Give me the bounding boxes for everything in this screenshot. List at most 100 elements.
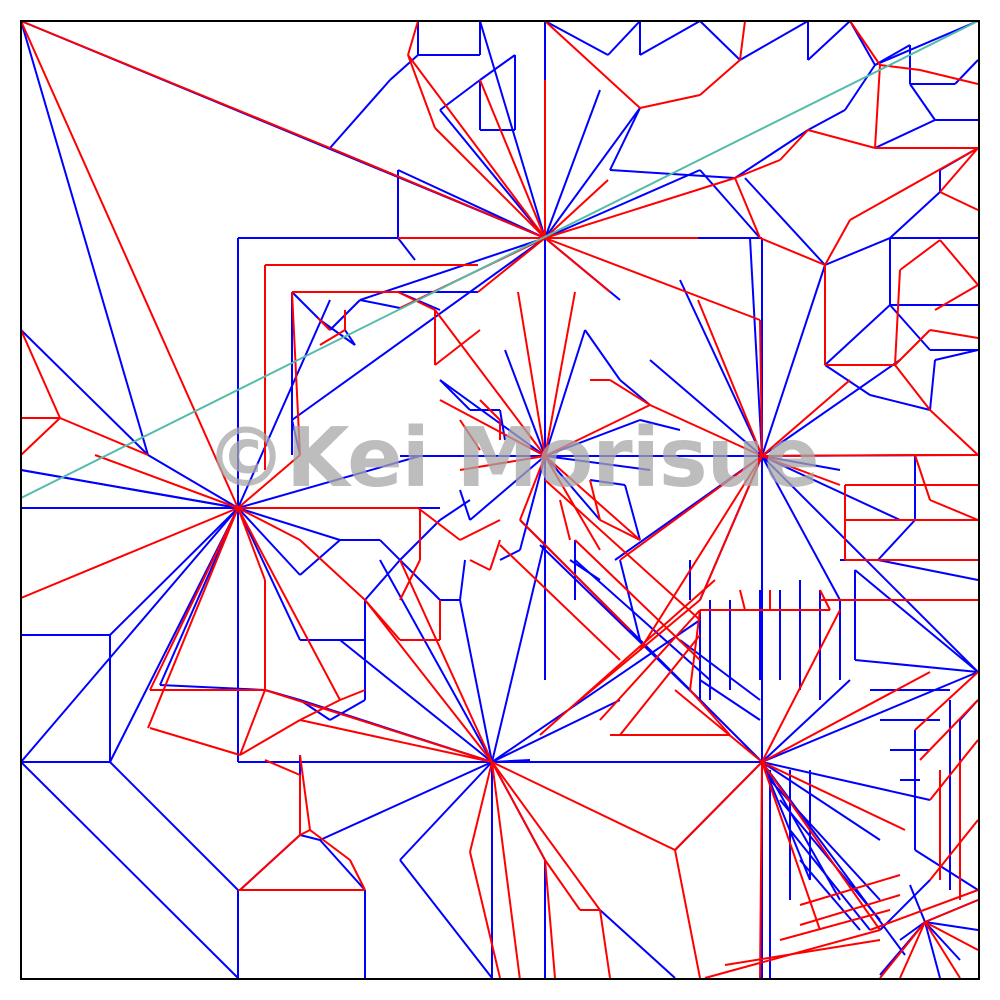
mountain-crease-line	[939, 239, 979, 286]
valley-crease-line	[359, 299, 401, 309]
mountain-crease-line	[149, 727, 241, 756]
mountain-crease-line	[759, 237, 826, 266]
mountain-crease-line	[574, 539, 701, 661]
mountain-crease-line	[929, 819, 979, 881]
valley-crease-line	[607, 20, 641, 56]
mountain-crease-line	[407, 54, 546, 239]
valley-crease-line	[379, 559, 493, 763]
mountain-crease-line	[291, 291, 301, 456]
valley-crease-line	[609, 107, 641, 171]
valley-crease-line	[889, 304, 931, 351]
mountain-crease-line	[299, 699, 341, 721]
valley-crease-line	[504, 349, 546, 457]
valley-crease-line	[237, 507, 341, 541]
mountain-crease-line	[939, 191, 979, 211]
mountain-creases	[20, 20, 979, 981]
valley-crease-line	[544, 169, 701, 239]
mountain-crease-line	[20, 20, 239, 509]
valley-crease-line	[319, 839, 366, 891]
mountain-crease-line	[697, 299, 763, 457]
valley-crease-line	[934, 349, 979, 361]
mountain-crease-line	[544, 404, 651, 457]
mountain-crease-line	[689, 689, 731, 736]
valley-crease-line	[624, 484, 641, 541]
valley-crease-line	[491, 539, 546, 763]
mountain-crease-line	[579, 599, 701, 701]
mountain-crease-line	[299, 829, 311, 836]
mountain-crease-line	[761, 454, 916, 457]
mountain-crease-line	[939, 147, 979, 193]
mountain-crease-line	[264, 759, 301, 776]
mountain-crease-line	[807, 129, 876, 149]
valley-crease-line	[761, 761, 906, 956]
mountain-crease-line	[519, 455, 546, 521]
mountain-crease-line	[639, 94, 701, 109]
valley-crease-line	[291, 237, 546, 421]
mountain-crease-line	[929, 329, 979, 339]
mountain-crease-line	[739, 20, 746, 61]
valley-crease-line	[584, 329, 621, 381]
mountain-crease-line	[559, 499, 571, 541]
valley-crease-line	[397, 237, 416, 261]
valley-crease-line	[147, 454, 239, 509]
valley-crease-line	[544, 455, 651, 471]
mountain-crease-line	[479, 79, 546, 239]
mountain-crease-line	[894, 329, 931, 366]
mountain-crease-line	[299, 754, 311, 831]
valley-crease-line	[789, 829, 871, 931]
mountain-crease-line	[434, 309, 546, 457]
valley-crease-line	[899, 921, 926, 941]
mountain-crease-line	[459, 455, 546, 471]
valley-crease-line	[734, 129, 809, 179]
mountain-crease-line	[929, 499, 979, 521]
valley-crease-line	[639, 20, 701, 56]
mountain-crease-line	[761, 455, 841, 486]
mountain-crease-line	[914, 671, 979, 731]
paper-border	[20, 20, 980, 980]
valley-crease-line	[824, 304, 891, 366]
mountain-crease-line	[761, 671, 931, 763]
mountain-crease-line	[609, 379, 651, 406]
mountain-crease-line	[779, 909, 891, 941]
mountain-crease-line	[491, 761, 521, 981]
mountain-crease-line	[147, 507, 239, 729]
valley-crease-line	[359, 237, 546, 301]
valley-crease-line	[639, 419, 681, 431]
valley-crease-line	[459, 559, 466, 601]
valley-crease-line	[439, 379, 471, 411]
mountain-crease-line	[924, 921, 979, 951]
valley-crease-line	[699, 20, 741, 61]
mountain-crease-line	[491, 761, 601, 911]
mountain-crease-line	[399, 559, 493, 763]
valley-crease-line	[854, 569, 979, 673]
mountain-crease-line	[417, 507, 461, 541]
mountain-crease-line	[914, 454, 931, 501]
valley-crease-line	[844, 64, 876, 111]
valley-crease-line	[924, 921, 979, 931]
mountain-crease-line	[894, 364, 931, 411]
auxiliary-lines	[20, 20, 979, 499]
valley-crease-line	[479, 54, 516, 81]
valley-crease-line	[909, 884, 926, 923]
mountain-crease-line	[724, 939, 881, 966]
mountain-crease-line	[649, 404, 763, 457]
valley-crease-line	[929, 359, 936, 411]
valley-crease-line	[824, 237, 891, 266]
mountain-crease-line	[239, 719, 301, 756]
mountain-crease-line	[239, 834, 301, 891]
mountain-crease-line	[899, 921, 926, 979]
mountain-crease-line	[544, 179, 609, 239]
mountain-crease-line	[59, 417, 149, 456]
mountain-crease-line	[239, 689, 266, 756]
mountain-crease-line	[674, 689, 763, 763]
mountain-crease-line	[799, 874, 901, 906]
valley-crease-line	[761, 455, 979, 673]
valley-crease-line	[879, 879, 931, 931]
mountain-crease-line	[799, 894, 901, 926]
valley-crease-line	[491, 759, 531, 763]
mountain-crease-line	[469, 559, 491, 571]
valley-crease-line	[924, 921, 941, 979]
valley-creases	[20, 20, 979, 979]
auxiliary-line	[20, 20, 979, 499]
mountain-crease-line	[459, 519, 501, 541]
